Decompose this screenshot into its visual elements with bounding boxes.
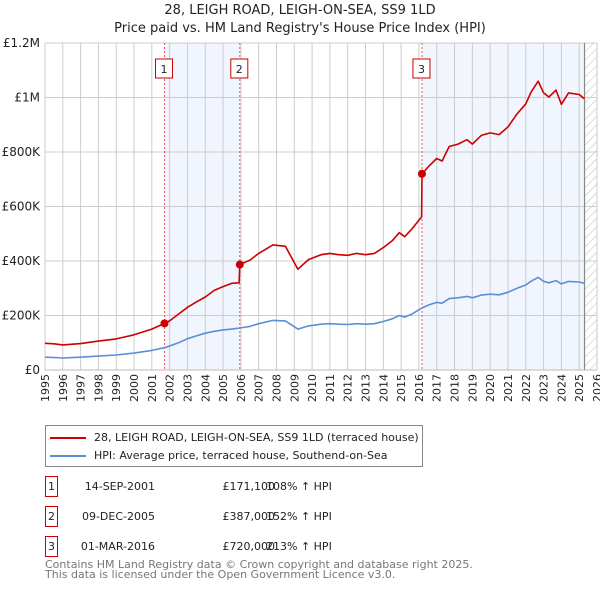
sale-marker: 2	[45, 506, 58, 527]
x-tick-label: 2003	[181, 374, 194, 402]
y-tick-label: £1.2M	[3, 36, 40, 50]
x-tick-label: 1996	[57, 374, 70, 402]
sale-date: 01-MAR-2016	[80, 540, 155, 553]
sale-date: 14-SEP-2001	[84, 480, 155, 493]
x-tick-label: 2010	[306, 374, 319, 402]
x-tick-label: 2001	[146, 374, 159, 402]
sale-marker: 1	[45, 476, 58, 497]
x-tick-label: 2024	[555, 374, 568, 402]
legend-swatch-red	[50, 436, 86, 439]
sale-hpi-change: 108% ↑ HPI	[266, 480, 332, 493]
sale-hpi-change: 152% ↑ HPI	[266, 510, 332, 523]
x-tick-label: 2026	[591, 374, 600, 402]
legend-label: HPI: Average price, terraced house, Sout…	[94, 449, 388, 462]
x-tick-label: 2014	[377, 374, 390, 402]
y-tick-label: £400K	[2, 254, 42, 268]
legend-item-property: 28, LEIGH ROAD, LEIGH-ON-SEA, SS9 1LD (t…	[50, 431, 419, 444]
chart-subtitle: Price paid vs. HM Land Registry's House …	[114, 21, 486, 36]
sale-row: 1 14-SEP-2001 £171,100 108% ↑ HPI	[45, 476, 445, 498]
x-tick-label: 2019	[466, 374, 479, 402]
sale-row: 2 09-DEC-2005 £387,000 152% ↑ HPI	[45, 506, 445, 528]
x-tick-label: 2004	[199, 374, 212, 402]
x-tick-label: 2023	[538, 374, 551, 402]
sale-label-box	[412, 58, 431, 79]
sale-price: £171,100	[222, 480, 276, 493]
x-tick-label: 2012	[342, 374, 355, 402]
sale-label: 1	[160, 63, 167, 76]
x-tick-label: 2002	[164, 374, 177, 402]
x-tick-label: 2017	[431, 374, 444, 402]
x-tick-label: 1999	[110, 374, 123, 402]
x-tick-label: 2016	[413, 374, 426, 402]
y-tick-label: £1M	[14, 91, 40, 105]
sale-row: 3 01-MAR-2016 £720,000 213% ↑ HPI	[45, 536, 445, 558]
y-tick-label: £200K	[2, 309, 42, 323]
y-tick-label: £600K	[2, 200, 42, 214]
y-tick-label: £800K	[2, 145, 42, 159]
legend-swatch-blue	[50, 454, 86, 457]
legend-item-hpi: HPI: Average price, terraced house, Sout…	[50, 449, 388, 462]
x-tick-label: 1997	[75, 374, 88, 402]
sale-marker: 3	[45, 536, 58, 557]
hpi-series-line	[44, 276, 585, 359]
x-tick-label: 2006	[235, 374, 248, 402]
sale-label-box	[154, 58, 173, 79]
x-tick-label: 2018	[449, 374, 462, 402]
sale-point	[235, 260, 244, 269]
x-tick-label: 2000	[128, 374, 141, 402]
sale-date: 09-DEC-2005	[81, 510, 155, 523]
x-tick-label: 2008	[270, 374, 283, 402]
x-tick-label: 2020	[484, 374, 497, 402]
sale-hpi-change: 213% ↑ HPI	[266, 540, 332, 553]
footer-line-2: This data is licensed under the Open Gov…	[45, 568, 396, 581]
x-tick-label: 2021	[502, 374, 515, 402]
sale-label: 2	[236, 63, 243, 76]
sale-point	[417, 169, 426, 178]
x-tick-label: 2011	[324, 374, 337, 402]
x-tick-label: 1998	[92, 374, 105, 402]
x-tick-label: 2025	[573, 374, 586, 402]
x-tick-label: 2005	[217, 374, 230, 402]
legend-label: 28, LEIGH ROAD, LEIGH-ON-SEA, SS9 1LD (t…	[94, 431, 419, 444]
x-tick-label: 1995	[39, 374, 52, 402]
x-tick-label: 2007	[253, 374, 266, 402]
x-tick-label: 2013	[360, 374, 373, 402]
property-series-line	[44, 80, 586, 346]
sale-point	[160, 319, 169, 328]
sale-price: £720,000	[222, 540, 276, 553]
footer-line-1: Contains HM Land Registry data © Crown c…	[45, 558, 473, 571]
price-chart: 1995 1996 1997 1998 1999 2000 2001 2002 2003 2004…	[2, 36, 600, 402]
sale-label: 3	[418, 63, 425, 76]
chart-title: 28, LEIGH ROAD, LEIGH-ON-SEA, SS9 1LD	[164, 3, 436, 18]
sale-price: £387,000	[222, 510, 276, 523]
legend: 28, LEIGH ROAD, LEIGH-ON-SEA, SS9 1LD (t…	[45, 425, 423, 467]
sale-label-box	[230, 58, 249, 79]
y-tick-label: £0	[25, 363, 40, 377]
x-tick-label: 2009	[288, 374, 301, 402]
x-tick-label: 2022	[520, 374, 533, 402]
footer: Contains HM Land Registry data © Crown c…	[45, 558, 473, 581]
x-tick-label: 2015	[395, 374, 408, 402]
